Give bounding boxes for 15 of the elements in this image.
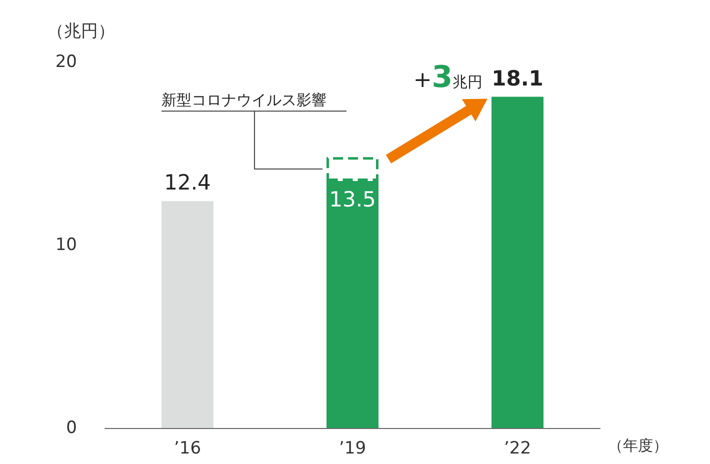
data-label: 13.5 — [329, 187, 376, 212]
annotation: +3兆円 — [413, 60, 483, 95]
x-tick-label: ’19 — [338, 438, 366, 458]
x-axis-title: （年度） — [608, 436, 668, 454]
data-label: 18.1 — [492, 66, 544, 90]
bar — [492, 96, 544, 428]
x-tick-label: ’22 — [504, 438, 532, 458]
y-tick-label: 10 — [55, 235, 77, 255]
y-tick-label: 20 — [55, 52, 77, 72]
x-tick-label: ’16 — [174, 438, 202, 458]
y-tick-label: 0 — [66, 418, 77, 438]
bar — [162, 201, 214, 428]
data-label: 12.4 — [164, 170, 211, 195]
annotation: 新型コロナウイルス影響 — [162, 91, 326, 110]
y-axis-title: （兆円） — [47, 22, 115, 42]
